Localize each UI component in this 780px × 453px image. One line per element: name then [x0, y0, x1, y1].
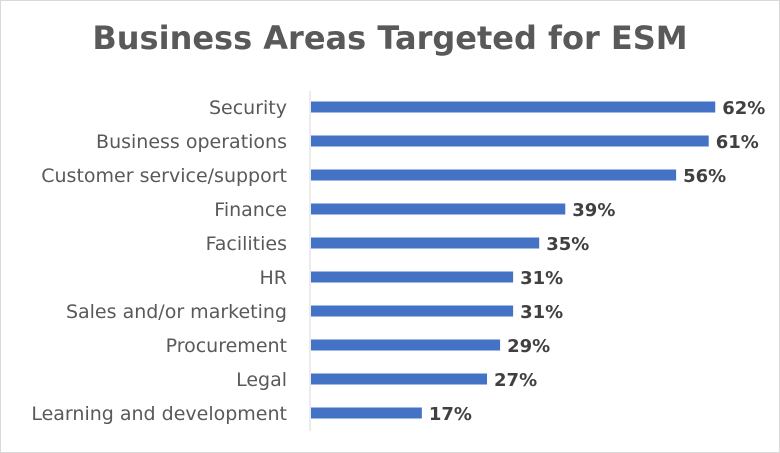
bar	[311, 169, 677, 181]
bar	[311, 237, 540, 249]
data-label: 27%	[494, 370, 537, 391]
category-label: Sales and/or marketing	[66, 301, 287, 323]
bar	[311, 407, 422, 419]
category-label: Finance	[214, 199, 287, 221]
data-label: 56%	[683, 166, 726, 187]
bars-group: Security 62% Business operations 61% Custome…	[31, 97, 765, 425]
data-label: 31%	[520, 302, 563, 323]
category-label: Legal	[236, 369, 287, 391]
chart-title: Business Areas Targeted for ESM	[92, 19, 688, 57]
bar	[311, 339, 501, 351]
category-label: Facilities	[206, 233, 287, 255]
category-label: Business operations	[96, 131, 287, 153]
data-label: 61%	[716, 132, 759, 153]
data-label: 35%	[546, 234, 589, 255]
data-label: 29%	[507, 336, 550, 357]
bar	[311, 305, 514, 317]
bar	[311, 135, 709, 147]
category-label: Security	[209, 97, 287, 119]
data-label: 31%	[520, 268, 563, 289]
data-label: 62%	[722, 98, 765, 119]
category-label: Procurement	[166, 335, 287, 357]
bar	[311, 203, 566, 215]
bar	[311, 271, 514, 283]
category-label: HR	[260, 267, 288, 289]
category-label: Customer service/support	[41, 165, 287, 187]
bar	[311, 373, 488, 385]
bar	[311, 101, 716, 113]
data-label: 17%	[429, 404, 472, 425]
category-label: Learning and development	[31, 403, 287, 425]
data-label: 39%	[572, 200, 615, 221]
